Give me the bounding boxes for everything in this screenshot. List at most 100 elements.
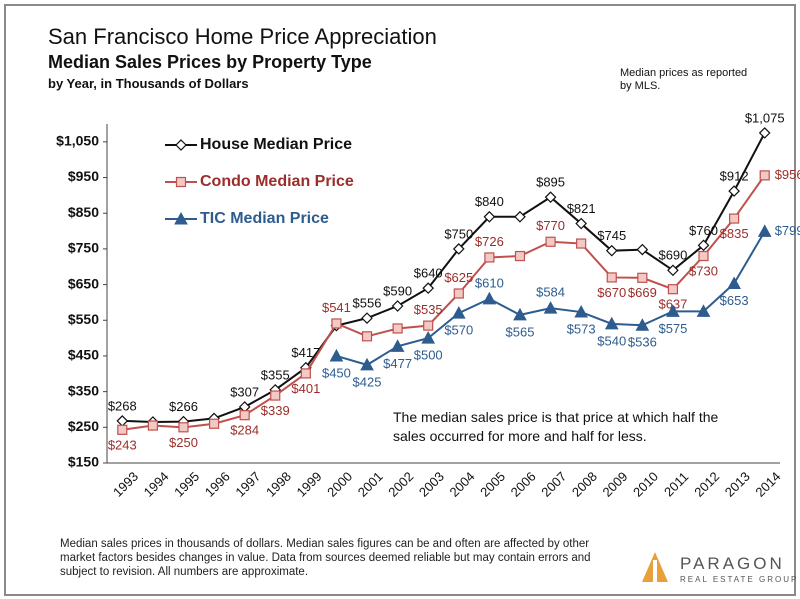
x-tick-label: 2009 bbox=[599, 469, 630, 500]
annotation: The median sales price is that price at … bbox=[393, 409, 719, 444]
data-label: $770 bbox=[536, 218, 565, 233]
x-tick-label: 2014 bbox=[752, 469, 783, 500]
data-point bbox=[697, 239, 710, 252]
data-label: $730 bbox=[689, 263, 718, 278]
data-label: $266 bbox=[169, 399, 198, 414]
data-point bbox=[575, 217, 588, 230]
legend-marker bbox=[174, 211, 188, 225]
y-tick-label: $250 bbox=[68, 418, 99, 434]
chart-title: San Francisco Home Price Appreciation bbox=[48, 24, 437, 49]
data-label: $417 bbox=[291, 345, 320, 360]
data-point bbox=[116, 415, 129, 427]
data-point bbox=[178, 422, 189, 433]
data-label: $284 bbox=[230, 423, 259, 438]
x-tick-label: 1993 bbox=[110, 469, 141, 500]
data-label: $670 bbox=[597, 285, 626, 300]
y-tick-label: $650 bbox=[68, 275, 99, 291]
y-tick-label: $150 bbox=[68, 454, 99, 470]
data-point bbox=[423, 320, 434, 331]
data-point bbox=[360, 357, 374, 371]
data-point bbox=[545, 236, 556, 247]
data-label: $570 bbox=[444, 323, 473, 338]
data-point bbox=[421, 331, 436, 344]
data-point bbox=[483, 210, 496, 223]
data-label: $339 bbox=[261, 403, 290, 418]
data-label: $573 bbox=[567, 321, 596, 336]
y-tick-label: $1,050 bbox=[56, 133, 99, 149]
y-tick-label: $850 bbox=[68, 204, 99, 220]
data-point bbox=[667, 284, 679, 295]
x-tick-label: 2010 bbox=[630, 469, 661, 500]
data-point bbox=[636, 243, 649, 256]
data-point bbox=[666, 304, 680, 317]
data-label: $450 bbox=[322, 365, 351, 380]
data-label: $243 bbox=[108, 437, 137, 452]
data-point bbox=[576, 238, 587, 249]
data-point bbox=[270, 390, 281, 401]
data-label: $575 bbox=[658, 321, 687, 336]
data-point bbox=[605, 244, 618, 257]
data-label: $401 bbox=[291, 381, 320, 396]
data-label: $690 bbox=[658, 248, 687, 263]
axis-label: by Year, in Thousands of Dollars bbox=[48, 76, 249, 91]
x-tick-label: 2006 bbox=[508, 469, 539, 500]
x-tick-label: 2000 bbox=[324, 469, 355, 500]
data-point bbox=[208, 418, 220, 429]
data-point bbox=[758, 127, 771, 139]
data-point bbox=[543, 301, 558, 314]
x-tick-label: 1996 bbox=[202, 469, 233, 500]
x-tick-label: 2004 bbox=[447, 469, 478, 500]
data-label: $500 bbox=[414, 348, 443, 363]
y-tick-label: $550 bbox=[68, 311, 99, 327]
x-tick-label: 1994 bbox=[141, 469, 172, 500]
data-label: $425 bbox=[353, 374, 382, 389]
data-point bbox=[635, 318, 650, 331]
x-tick-label: 1995 bbox=[171, 469, 202, 500]
data-label: $750 bbox=[444, 226, 473, 241]
data-label: $610 bbox=[475, 275, 504, 290]
data-label: $355 bbox=[261, 367, 290, 382]
x-tick-label: 2002 bbox=[385, 469, 416, 500]
data-label: $895 bbox=[536, 175, 565, 190]
data-point bbox=[390, 339, 405, 352]
data-label: $590 bbox=[383, 283, 412, 298]
logo-sub: REAL ESTATE GROUP bbox=[680, 575, 799, 584]
data-point bbox=[361, 312, 373, 324]
data-point bbox=[331, 318, 342, 329]
data-label: $956 bbox=[775, 167, 800, 182]
data-label: $625 bbox=[444, 270, 473, 285]
data-label: $799 bbox=[775, 223, 800, 238]
data-label: $726 bbox=[475, 234, 504, 249]
data-point bbox=[117, 424, 128, 435]
data-point bbox=[484, 252, 495, 263]
data-point bbox=[300, 368, 311, 379]
note: Median prices as reported by MLS. bbox=[620, 67, 748, 92]
data-point bbox=[239, 410, 250, 421]
legend-label: Condo Median Price bbox=[200, 173, 354, 190]
data-point bbox=[604, 316, 619, 330]
data-label: $541 bbox=[322, 300, 351, 315]
data-point bbox=[544, 191, 557, 204]
data-point bbox=[452, 243, 465, 255]
data-point bbox=[451, 306, 466, 319]
series-line bbox=[122, 132, 766, 423]
y-tick-label: $350 bbox=[68, 382, 99, 398]
data-label: $912 bbox=[720, 169, 749, 184]
data-label: $584 bbox=[536, 285, 565, 300]
data-point bbox=[637, 272, 648, 283]
x-tick-label: 2012 bbox=[691, 469, 722, 500]
data-label: $637 bbox=[658, 297, 687, 312]
data-label: $1,075 bbox=[745, 110, 785, 125]
data-point bbox=[361, 331, 373, 342]
chart-subtitle: Median Sales Prices by Property Type bbox=[48, 52, 372, 72]
data-point bbox=[574, 305, 589, 318]
data-point bbox=[514, 210, 526, 223]
data-label: $653 bbox=[720, 293, 749, 308]
data-label: $745 bbox=[597, 228, 626, 243]
data-point bbox=[514, 250, 526, 262]
x-tick-label: 2008 bbox=[569, 469, 600, 500]
data-label: $477 bbox=[383, 356, 412, 371]
data-point bbox=[759, 170, 770, 181]
